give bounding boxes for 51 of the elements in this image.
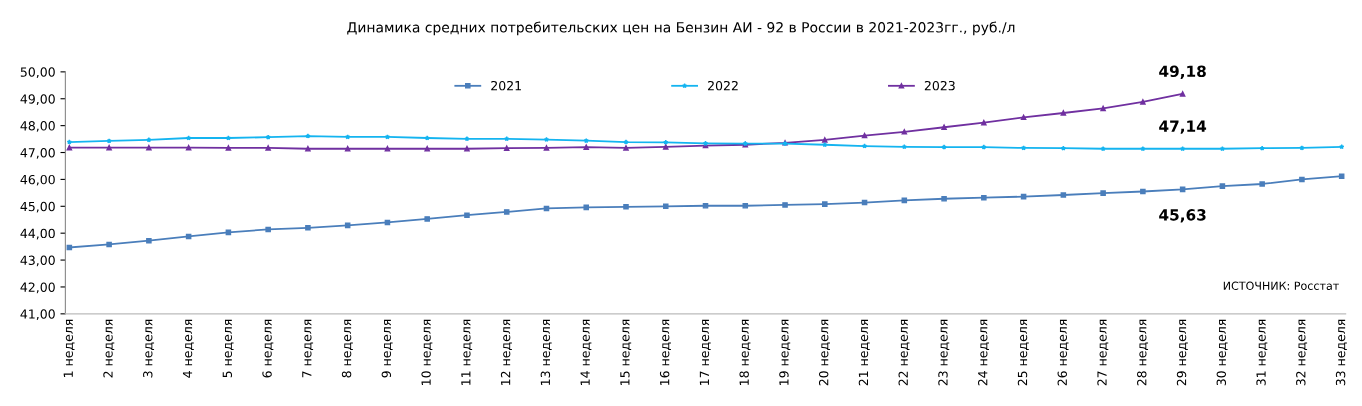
x-tick-label: 31 неделя xyxy=(1256,319,1268,386)
y-tick-label: 47,00 xyxy=(20,147,55,159)
y-tick-label: 45,00 xyxy=(20,201,55,213)
data-label: 45,63 xyxy=(1159,209,1206,223)
x-tick-label: 24 неделя xyxy=(978,319,990,386)
x-tick-label: 21 неделя xyxy=(858,319,870,386)
y-tick-label: 48,00 xyxy=(20,121,55,132)
x-tick-label: 25 неделя xyxy=(1017,319,1029,386)
x-tick-label: 2 неделя xyxy=(103,319,115,378)
data-label: 47,14 xyxy=(1159,120,1207,134)
x-tick-label: 17 неделя xyxy=(699,319,711,385)
y-tick-label: 43,00 xyxy=(20,255,55,267)
x-tick-label: 18 неделя xyxy=(739,319,751,385)
y-tick-label: 50,00 xyxy=(20,67,55,79)
x-tick-label: 4 неделя xyxy=(182,319,194,378)
x-tick-label: 16 неделя xyxy=(659,319,671,385)
y-tick-label: 41,00 xyxy=(20,309,55,321)
data-label: 49,18 xyxy=(1159,65,1206,80)
x-tick-label: 9 неделя xyxy=(381,319,393,378)
y-tick-label: 44,00 xyxy=(20,228,55,240)
legend-label: 2023 xyxy=(924,80,955,91)
x-tick-label: 27 неделя xyxy=(1097,319,1109,386)
x-tick-label: 11 неделя xyxy=(461,319,473,385)
x-tick-label: 22 неделя xyxy=(898,319,910,386)
chart-title: Динамика средних потребительских цен на Бензин АИ - 92 в России в 2021-2023гг., руб./л xyxy=(347,21,1015,36)
y-tick-label: 42,00 xyxy=(20,282,55,294)
x-tick-label: 12 неделя xyxy=(500,319,512,385)
y-tick-label: 49,00 xyxy=(20,94,55,105)
x-tick-label: 26 неделя xyxy=(1057,319,1069,386)
x-tick-label: 14 неделя xyxy=(580,319,592,385)
x-tick-label: 32 неделя xyxy=(1296,319,1308,386)
legend-label: 2022 xyxy=(708,80,738,91)
x-tick-label: 5 неделя xyxy=(222,319,234,378)
x-tick-label: 3 неделя xyxy=(143,319,155,378)
x-tick-label: 13 неделя xyxy=(540,319,552,385)
x-tick-label: 15 неделя xyxy=(620,319,632,385)
x-tick-label: 33 неделя xyxy=(1335,319,1347,386)
annotation: ИСТОЧНИК: Росстат xyxy=(1223,281,1339,290)
legend-label: 2021 xyxy=(491,80,521,91)
x-tick-label: 1 неделя xyxy=(63,319,75,377)
x-tick-label: 10 неделя xyxy=(421,319,433,385)
x-tick-label: 7 неделя xyxy=(302,319,314,378)
x-tick-label: 29 неделя xyxy=(1176,319,1188,386)
x-tick-label: 20 неделя xyxy=(818,319,830,386)
x-tick-label: 30 неделя xyxy=(1216,319,1228,386)
x-tick-label: 23 неделя xyxy=(938,319,950,386)
y-tick-label: 46,00 xyxy=(20,174,55,186)
x-tick-label: 28 неделя xyxy=(1137,319,1149,386)
x-tick-label: 6 неделя xyxy=(262,319,274,378)
x-tick-label: 19 неделя xyxy=(779,319,791,385)
x-tick-label: 8 неделя xyxy=(341,319,353,378)
